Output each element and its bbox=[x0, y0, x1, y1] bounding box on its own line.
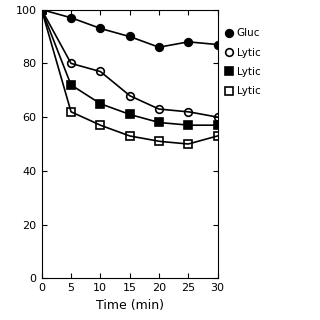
X-axis label: Time (min): Time (min) bbox=[96, 299, 164, 312]
Legend: Gluc, Lytic, Lytic, Lytic: Gluc, Lytic, Lytic, Lytic bbox=[226, 28, 260, 96]
